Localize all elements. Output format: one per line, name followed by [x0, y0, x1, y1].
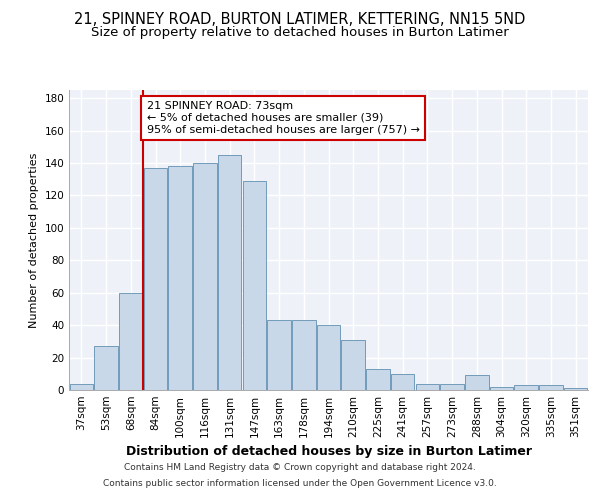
- Bar: [440, 384, 464, 390]
- Bar: [564, 388, 587, 390]
- X-axis label: Distribution of detached houses by size in Burton Latimer: Distribution of detached houses by size …: [125, 446, 532, 458]
- Y-axis label: Number of detached properties: Number of detached properties: [29, 152, 39, 328]
- Bar: [144, 168, 167, 390]
- Text: Contains HM Land Registry data © Crown copyright and database right 2024.: Contains HM Land Registry data © Crown c…: [124, 464, 476, 472]
- Bar: [70, 384, 93, 390]
- Bar: [242, 181, 266, 390]
- Bar: [391, 374, 415, 390]
- Text: 21, SPINNEY ROAD, BURTON LATIMER, KETTERING, NN15 5ND: 21, SPINNEY ROAD, BURTON LATIMER, KETTER…: [74, 12, 526, 28]
- Bar: [292, 320, 316, 390]
- Bar: [366, 369, 389, 390]
- Bar: [465, 376, 488, 390]
- Text: Size of property relative to detached houses in Burton Latimer: Size of property relative to detached ho…: [91, 26, 509, 39]
- Bar: [268, 320, 291, 390]
- Bar: [514, 385, 538, 390]
- Bar: [490, 387, 513, 390]
- Bar: [218, 155, 241, 390]
- Bar: [317, 325, 340, 390]
- Bar: [169, 166, 192, 390]
- Text: 21 SPINNEY ROAD: 73sqm
← 5% of detached houses are smaller (39)
95% of semi-deta: 21 SPINNEY ROAD: 73sqm ← 5% of detached …: [147, 102, 420, 134]
- Bar: [94, 346, 118, 390]
- Bar: [539, 385, 563, 390]
- Bar: [193, 163, 217, 390]
- Bar: [416, 384, 439, 390]
- Text: Contains public sector information licensed under the Open Government Licence v3: Contains public sector information licen…: [103, 478, 497, 488]
- Bar: [119, 292, 143, 390]
- Bar: [341, 340, 365, 390]
